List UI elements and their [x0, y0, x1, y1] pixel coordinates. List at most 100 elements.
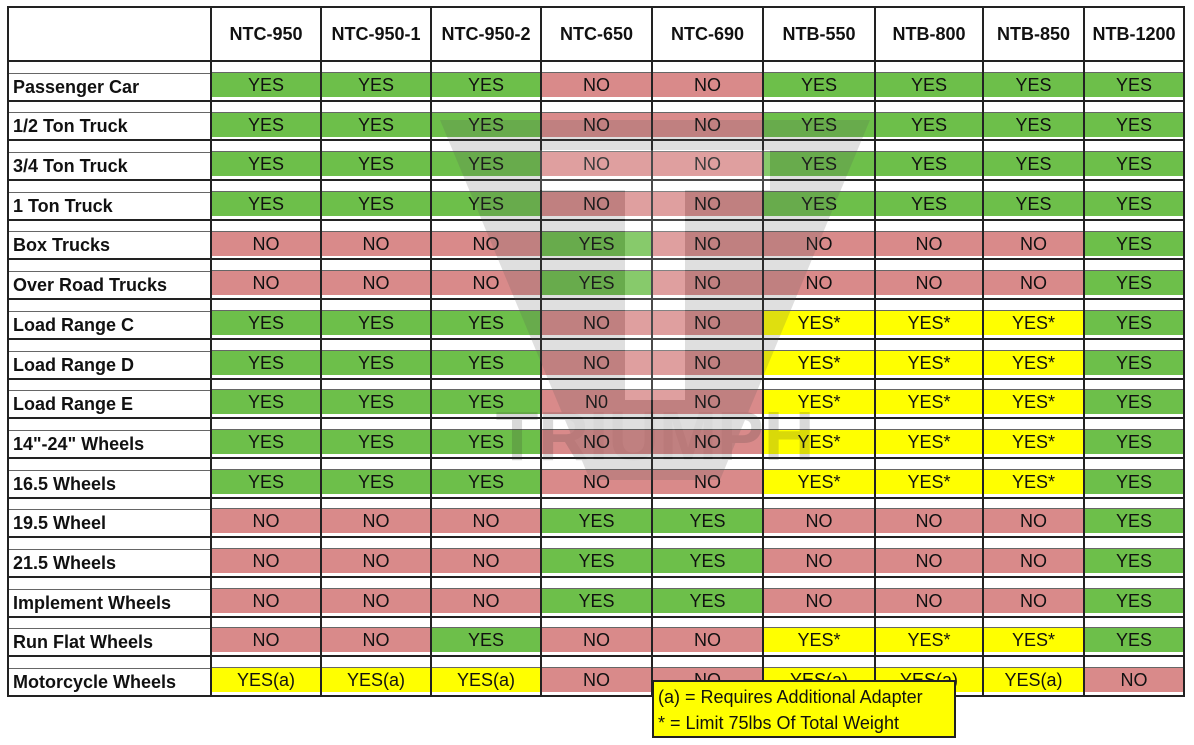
compatibility-value: NO: [433, 509, 539, 534]
value-cell: YES*: [982, 298, 1085, 340]
value-cell: YES*: [762, 298, 876, 340]
compatibility-value: NO: [213, 231, 319, 256]
compatibility-value: YES: [765, 152, 873, 177]
table-row: 3/4 Ton Truck YES YES YES NO NO YES YES YES YES: [7, 139, 1185, 182]
compatibility-value: YES: [433, 469, 539, 494]
compatibility-value: YES: [985, 191, 1082, 216]
column-header: NTC-690: [651, 6, 764, 62]
legend-box: (a) = Requires Additional Adapter * = Li…: [652, 680, 956, 738]
compatibility-value: YES: [213, 310, 319, 335]
value-cell: YES: [982, 99, 1085, 142]
compatibility-value: NO: [543, 310, 650, 335]
compatibility-value: YES*: [985, 390, 1082, 415]
value-cell: NO: [540, 417, 653, 459]
compatibility-value: YES: [433, 350, 539, 375]
value-cell: NO: [210, 575, 322, 618]
value-cell: NO: [320, 615, 432, 658]
compatibility-value: NO: [765, 509, 873, 534]
row-label-cell: Load Range D: [7, 337, 212, 380]
compatibility-value: NO: [213, 271, 319, 296]
value-cell: YES*: [762, 417, 876, 459]
compatibility-value: YES: [985, 152, 1082, 177]
compatibility-value: YES: [1086, 588, 1182, 613]
row-label: 21.5 Wheels: [13, 552, 117, 573]
value-cell: YES*: [874, 456, 984, 499]
compatibility-value: YES: [323, 310, 429, 335]
value-cell: YES: [874, 179, 984, 221]
compatibility-value: YES*: [765, 390, 873, 415]
compatibility-value: NO: [765, 231, 873, 256]
value-cell: YES: [1083, 417, 1185, 459]
compatibility-value: NO: [543, 191, 650, 216]
compatibility-value: YES*: [765, 430, 873, 455]
row-label-cell: 3/4 Ton Truck: [7, 139, 212, 182]
value-cell: YES: [210, 298, 322, 340]
compatibility-value: YES: [323, 72, 429, 97]
compatibility-value: YES: [1086, 231, 1182, 256]
value-cell: NO: [320, 575, 432, 618]
compatibility-value: YES: [1086, 549, 1182, 574]
compatibility-value: YES: [1086, 152, 1182, 177]
compatibility-value: NO: [877, 588, 981, 613]
compatibility-value: YES: [213, 390, 319, 415]
value-cell: NO: [762, 575, 876, 618]
table-body: Passenger Car YES YES YES NO NO YES YES YES YES 1/…: [7, 60, 1185, 697]
compatibility-chart: NTC-950 NTC-950-1 NTC-950-2 NTC-650 NTC-…: [7, 6, 1185, 697]
compatibility-value: YES*: [765, 310, 873, 335]
value-cell: NO: [320, 258, 432, 301]
value-cell: NO: [430, 258, 542, 301]
value-cell: YES: [1083, 496, 1185, 539]
value-cell: YES(a): [210, 655, 322, 697]
compatibility-value: NO: [543, 152, 650, 177]
value-cell: YES: [874, 99, 984, 142]
compatibility-value: NO: [323, 231, 429, 256]
value-cell: NO: [982, 575, 1085, 618]
table-row: 16.5 Wheels YES YES YES NO NO YES* YES* YES* YES: [7, 456, 1185, 499]
value-cell: NO: [540, 139, 653, 182]
compatibility-value: YES: [1086, 628, 1182, 653]
value-cell: YES: [1083, 139, 1185, 182]
row-label-cell: Passenger Car: [7, 60, 212, 102]
compatibility-value: YES: [543, 509, 650, 534]
value-cell: YES: [210, 417, 322, 459]
table-row: 21.5 Wheels NO NO NO YES YES NO NO NO YES: [7, 536, 1185, 578]
value-cell: YES: [430, 377, 542, 420]
compatibility-value: YES: [877, 112, 981, 137]
legend-weight-note: * = Limit 75lbs Of Total Weight: [658, 713, 899, 733]
value-cell: YES: [540, 258, 653, 301]
value-cell: NO: [320, 536, 432, 578]
table-row: 14"-24" Wheels YES YES YES NO NO YES* YES* YES* Y…: [7, 417, 1185, 459]
compatibility-value: YES: [1086, 350, 1182, 375]
row-label-cell: 19.5 Wheel: [7, 496, 212, 539]
compatibility-value: YES*: [985, 430, 1082, 455]
value-cell: YES: [651, 536, 764, 578]
compatibility-value: YES: [985, 112, 1082, 137]
compatibility-value: YES: [765, 72, 873, 97]
value-cell: NO: [540, 337, 653, 380]
row-label-cell: Load Range C: [7, 298, 212, 340]
compatibility-value: NO: [985, 231, 1082, 256]
value-cell: YES: [1083, 456, 1185, 499]
row-label: Over Road Trucks: [13, 275, 168, 296]
compatibility-value: YES: [543, 271, 650, 296]
value-cell: YES: [430, 139, 542, 182]
value-cell: YES*: [874, 615, 984, 658]
compatibility-value: NO: [543, 350, 650, 375]
compatibility-value: YES: [433, 72, 539, 97]
value-cell: YES: [982, 139, 1085, 182]
compatibility-value: YES: [1086, 112, 1182, 137]
table-row: Load Range C YES YES YES NO NO YES* YES* YES* YES: [7, 298, 1185, 340]
value-cell: NO: [762, 218, 876, 261]
table-row: Motorcycle WheelsYES(a)YES(a)YES(a)NONOY…: [7, 655, 1185, 697]
value-cell: YES(a): [430, 655, 542, 697]
value-cell: NO: [210, 536, 322, 578]
compatibility-value: NO: [654, 469, 761, 494]
compatibility-value: NO: [877, 549, 981, 574]
value-cell: NO: [874, 258, 984, 301]
value-cell: NO: [320, 218, 432, 261]
value-cell: NO: [982, 536, 1085, 578]
compatibility-value: NO: [765, 549, 873, 574]
value-cell: YES: [540, 536, 653, 578]
table-row: Passenger Car YES YES YES NO NO YES YES YES YES: [7, 60, 1185, 102]
column-header: NTC-950: [210, 6, 322, 62]
